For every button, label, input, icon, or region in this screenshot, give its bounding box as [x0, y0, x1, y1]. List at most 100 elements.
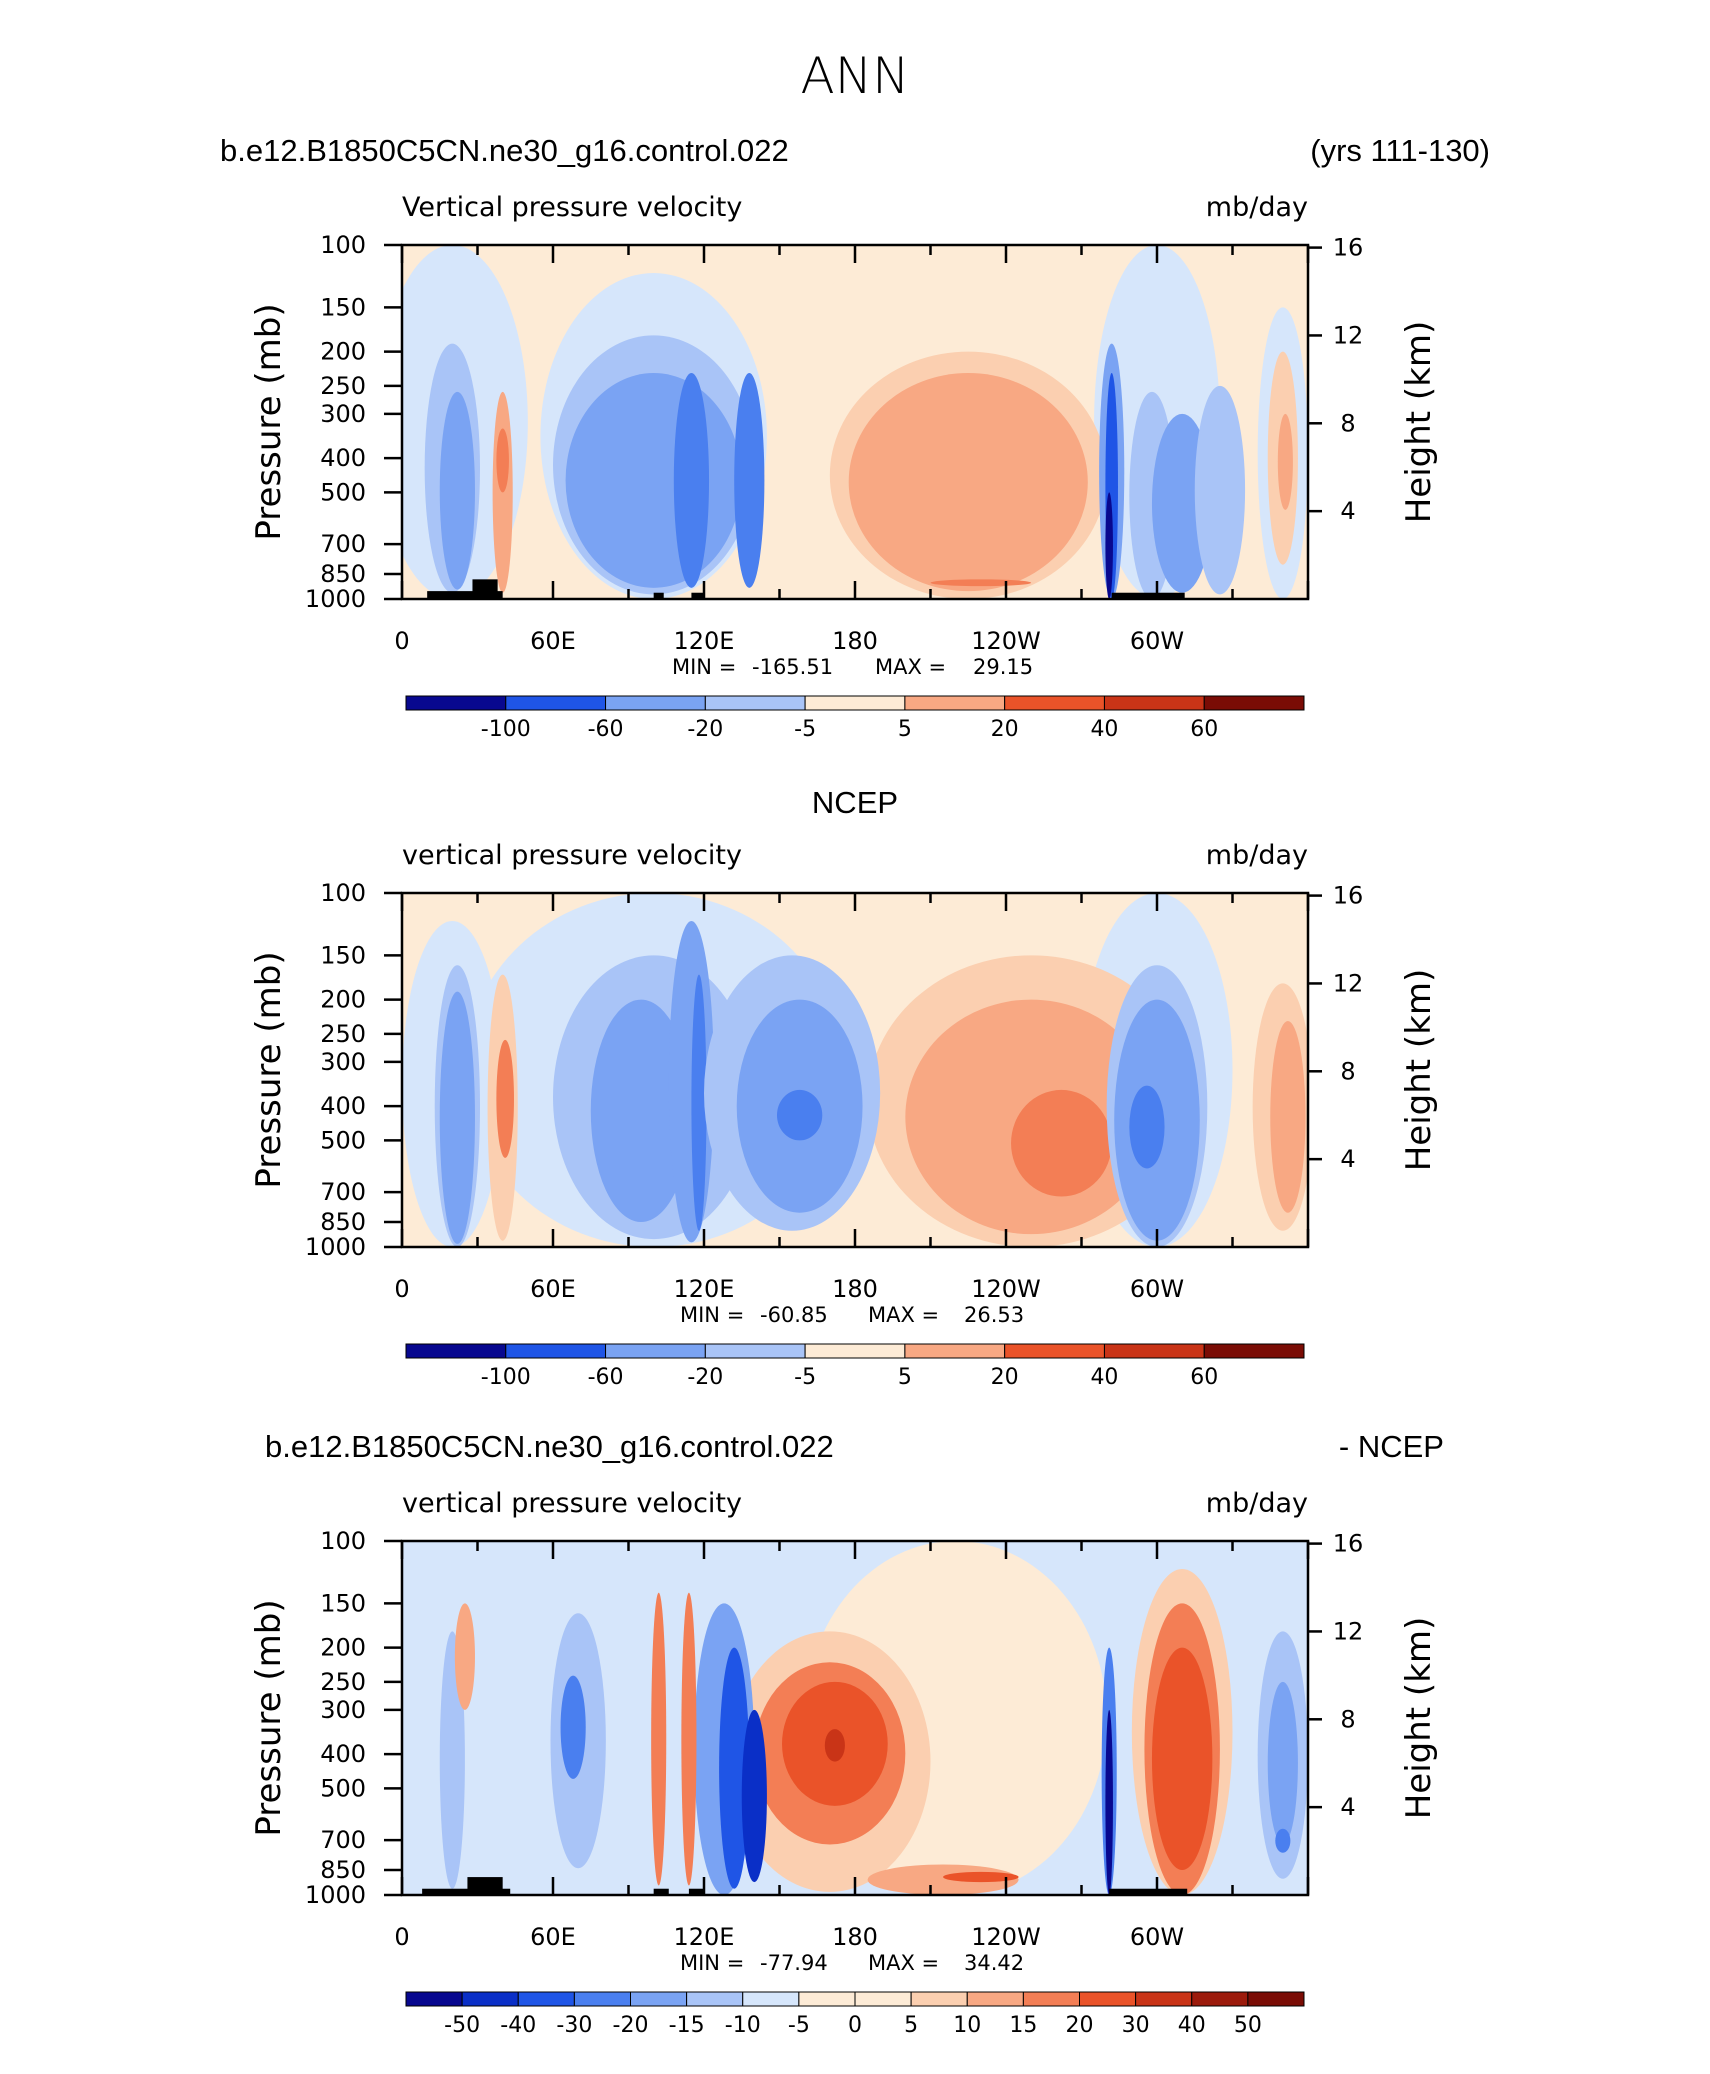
panel-right-title: - NCEP [1339, 1429, 1444, 1464]
y2-tick-label: 8 [1340, 409, 1355, 437]
colorbar-box [1247, 1991, 1305, 2007]
max-label: MAX = [868, 1303, 939, 1327]
y2-tick-label: 16 [1333, 1530, 1364, 1558]
panel-right-title: (yrs 111-130) [1310, 133, 1490, 168]
contour-band [681, 1592, 697, 1886]
x-tick-label: 60W [1130, 1275, 1184, 1303]
y-tick-label: 100 [320, 231, 366, 259]
land-mask [1111, 592, 1185, 599]
contour-band [741, 1709, 767, 1883]
contour-band [1129, 1085, 1165, 1169]
x-tick-label: 180 [832, 1923, 878, 1951]
colorbar-box [1135, 1991, 1193, 2007]
contour-band [776, 1089, 823, 1141]
colorbar-box [605, 1343, 706, 1359]
colorbar-label: -20 [613, 2013, 649, 2038]
y2-axis-label: Height (km) [1399, 1617, 1439, 1820]
colorbar-label: -100 [481, 1365, 531, 1390]
colorbar-label: 5 [898, 717, 912, 742]
panel-left-title: b.e12.B1850C5CN.ne30_g16.control.022 [265, 1429, 834, 1464]
contour-band [691, 974, 707, 1231]
x-axis-ticks: 0 60E 120E 180 120W 60W [394, 893, 1310, 1303]
min-value: -77.94 [760, 1951, 828, 1975]
land-mask [467, 1877, 503, 1895]
contour-band [1277, 413, 1293, 510]
contour-field [402, 1541, 1308, 1895]
contour-band [1151, 1647, 1213, 1871]
contour-band [824, 1729, 845, 1762]
variable-label: Vertical pressure velocity [402, 192, 742, 223]
colorbar-label: -50 [444, 2013, 480, 2038]
y-tick-label: 100 [320, 879, 366, 907]
land-mask [691, 592, 704, 599]
min-label: MIN = [680, 1303, 744, 1327]
x-tick-label: 180 [832, 627, 878, 655]
colorbar-label: 5 [904, 2013, 918, 2038]
y2-tick-label: 16 [1333, 882, 1364, 910]
y-tick-label: 850 [320, 1856, 366, 1884]
variable-label: vertical pressure velocity [402, 840, 742, 871]
colorbar-label: 5 [898, 1365, 912, 1390]
contour-band [848, 373, 1088, 592]
y-axis-label: Pressure (mb) [249, 951, 289, 1188]
y-tick-label: 150 [320, 1589, 366, 1617]
max-value: 26.53 [964, 1303, 1024, 1327]
colorbar-label: 40 [1178, 2013, 1206, 2038]
colorbar-box [505, 1343, 607, 1359]
y-tick-label: 400 [320, 1740, 366, 1768]
x-tick-label: 0 [394, 627, 409, 655]
y-tick-label: 1000 [305, 1233, 366, 1261]
colorbar-label: -30 [556, 2013, 592, 2038]
y-tick-label: 250 [320, 1020, 366, 1048]
y-tick-label: 850 [320, 560, 366, 588]
contour-band [1267, 1681, 1298, 1845]
contour-band [734, 373, 765, 588]
contour-band [1275, 1828, 1291, 1853]
min-label: MIN = [680, 1951, 744, 1975]
y-tick-label: 150 [320, 293, 366, 321]
min-label: MIN = [672, 655, 736, 679]
contour-band [590, 999, 692, 1223]
y2-tick-label: 8 [1340, 1705, 1355, 1733]
land-mask [472, 579, 498, 599]
colorbar-box [517, 1991, 575, 2007]
y-tick-label: 300 [320, 1048, 366, 1076]
contour-band [1105, 492, 1113, 599]
colorbar: -50 -40 -30 -20 -15 -10 -5 0 5 10 15 20 30 40 50 [405, 1991, 1305, 2038]
x-tick-label: 0 [394, 1275, 409, 1303]
colorbar-label: -5 [788, 2013, 810, 2038]
x-tick-label: 120E [674, 627, 735, 655]
x-tick-label: 0 [394, 1923, 409, 1951]
colorbar: -100 -60 -20 -5 5 20 40 60 [405, 1343, 1305, 1390]
max-label: MAX = [875, 655, 946, 679]
y-tick-label: 200 [320, 986, 366, 1014]
colorbar-box [904, 1343, 1006, 1359]
colorbar-box [605, 695, 706, 711]
max-label: MAX = [868, 1951, 939, 1975]
contour-band [439, 991, 475, 1244]
land-mask [422, 1888, 511, 1895]
x-tick-label: 120W [971, 627, 1041, 655]
colorbar-box [742, 1991, 800, 2007]
contour-band [1011, 1089, 1112, 1197]
y-tick-label: 200 [320, 338, 366, 366]
y2-tick-label: 16 [1333, 234, 1364, 262]
max-value: 29.15 [973, 655, 1033, 679]
colorbar-box [910, 1991, 968, 2007]
colorbar-label: 15 [1009, 2013, 1037, 2038]
colorbar-box [573, 1991, 631, 2007]
y2-tick-label: 12 [1333, 321, 1364, 349]
colorbar-box [686, 1991, 744, 2007]
y2-tick-label: 12 [1333, 969, 1364, 997]
variable-label: vertical pressure velocity [402, 1488, 742, 1519]
units-label: mb/day [1206, 1488, 1308, 1519]
colorbar-label: -5 [794, 1365, 816, 1390]
y2-tick-label: 4 [1340, 497, 1355, 525]
colorbar: -100 -60 -20 -5 5 20 40 60 [405, 695, 1305, 742]
land-mask [427, 591, 503, 599]
land-mask [688, 1888, 704, 1895]
land-mask [653, 1888, 669, 1895]
panel-1: b.e12.B1850C5CN.ne30_g16.control.022 (yr… [220, 133, 1490, 742]
